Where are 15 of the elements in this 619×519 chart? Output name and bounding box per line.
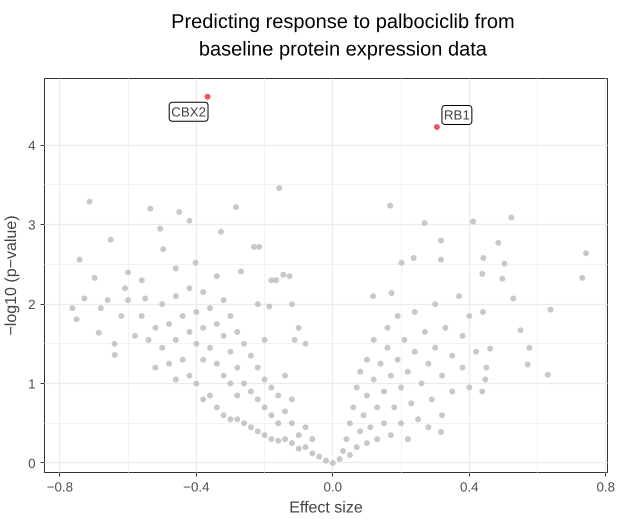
x-tick-label: −0.8 xyxy=(46,480,74,494)
x-tick-label: 0.0 xyxy=(324,480,342,494)
chart-title: Predicting response to palbociclib from baseline protein expression data xyxy=(171,10,515,60)
y-tick-label: 4 xyxy=(28,138,36,154)
annotation: RB1 xyxy=(444,107,470,122)
y-axis-title: −log10 (p−value) xyxy=(3,215,20,336)
y-tick-label: 1 xyxy=(28,376,36,392)
y-tick-label: 2 xyxy=(28,297,36,312)
y-tick-label: 3 xyxy=(28,218,36,233)
x-tick-label: −0.4 xyxy=(183,480,210,494)
annotation: CBX2 xyxy=(171,104,206,120)
x-tick-label: 0.8 xyxy=(596,480,616,494)
x-tick-label: 0.4 xyxy=(460,480,480,494)
y-tick-label: 0 xyxy=(28,456,36,471)
x-axis-title: Effect size xyxy=(289,500,363,516)
